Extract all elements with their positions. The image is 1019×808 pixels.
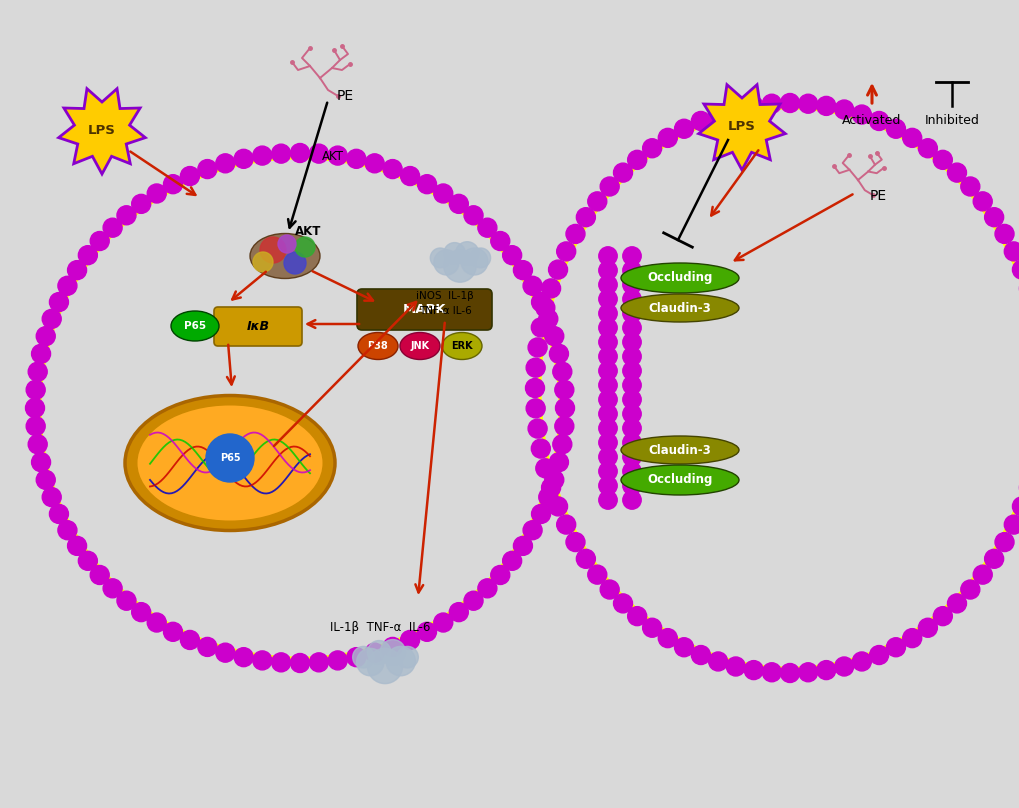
Circle shape bbox=[623, 419, 641, 437]
Text: Activated: Activated bbox=[842, 114, 901, 127]
Circle shape bbox=[525, 378, 544, 398]
Circle shape bbox=[478, 579, 496, 598]
Circle shape bbox=[612, 594, 632, 613]
Circle shape bbox=[1012, 260, 1019, 279]
Text: Occluding: Occluding bbox=[647, 473, 712, 486]
Circle shape bbox=[598, 477, 616, 494]
Text: P38: P38 bbox=[367, 341, 388, 351]
Circle shape bbox=[598, 462, 616, 481]
Circle shape bbox=[587, 565, 606, 584]
Text: PE: PE bbox=[336, 89, 354, 103]
Ellipse shape bbox=[358, 333, 397, 360]
Circle shape bbox=[433, 250, 459, 275]
Circle shape bbox=[528, 338, 546, 357]
Circle shape bbox=[448, 603, 468, 621]
Circle shape bbox=[917, 618, 936, 638]
Circle shape bbox=[623, 318, 641, 337]
Circle shape bbox=[42, 309, 61, 328]
Circle shape bbox=[464, 591, 483, 610]
Circle shape bbox=[283, 252, 306, 274]
Circle shape bbox=[599, 177, 619, 196]
Circle shape bbox=[309, 653, 328, 671]
Circle shape bbox=[216, 154, 234, 173]
Circle shape bbox=[417, 175, 436, 194]
Circle shape bbox=[902, 629, 921, 648]
Circle shape bbox=[744, 96, 762, 116]
Text: AKT: AKT bbox=[322, 149, 343, 162]
Circle shape bbox=[535, 459, 554, 478]
Circle shape bbox=[198, 638, 217, 656]
Circle shape bbox=[198, 159, 217, 179]
Circle shape bbox=[816, 661, 835, 680]
Circle shape bbox=[234, 149, 253, 168]
Circle shape bbox=[691, 646, 709, 664]
Circle shape bbox=[502, 246, 521, 265]
Circle shape bbox=[995, 225, 1013, 243]
Circle shape bbox=[49, 292, 68, 312]
Ellipse shape bbox=[138, 406, 322, 520]
Circle shape bbox=[443, 250, 476, 282]
Circle shape bbox=[623, 290, 641, 309]
Circle shape bbox=[29, 435, 47, 454]
Circle shape bbox=[528, 419, 546, 438]
Circle shape bbox=[869, 112, 888, 130]
Ellipse shape bbox=[621, 436, 739, 464]
Circle shape bbox=[623, 276, 641, 294]
Circle shape bbox=[58, 520, 76, 540]
Circle shape bbox=[642, 618, 661, 638]
Circle shape bbox=[552, 435, 572, 454]
Circle shape bbox=[691, 112, 709, 130]
Circle shape bbox=[471, 248, 490, 267]
Ellipse shape bbox=[621, 294, 739, 322]
Circle shape bbox=[623, 304, 641, 322]
Text: IL-1β  TNF-α  IL-6: IL-1β TNF-α IL-6 bbox=[329, 621, 430, 634]
FancyBboxPatch shape bbox=[357, 289, 491, 330]
Circle shape bbox=[328, 651, 346, 670]
Circle shape bbox=[761, 663, 781, 682]
Circle shape bbox=[623, 477, 641, 494]
Circle shape bbox=[623, 246, 641, 265]
Circle shape bbox=[598, 246, 616, 265]
Circle shape bbox=[972, 565, 991, 584]
Circle shape bbox=[780, 94, 799, 112]
Circle shape bbox=[448, 195, 468, 213]
Circle shape bbox=[37, 470, 55, 490]
Circle shape bbox=[464, 206, 483, 225]
Circle shape bbox=[526, 399, 544, 418]
Circle shape bbox=[67, 537, 87, 555]
Text: LPS: LPS bbox=[88, 124, 116, 137]
Circle shape bbox=[1012, 497, 1019, 516]
Circle shape bbox=[433, 613, 452, 632]
Circle shape bbox=[216, 643, 234, 663]
Circle shape bbox=[555, 398, 574, 418]
Circle shape bbox=[932, 150, 952, 170]
Circle shape bbox=[103, 218, 122, 238]
Circle shape bbox=[180, 166, 200, 186]
Circle shape bbox=[598, 304, 616, 322]
Circle shape bbox=[599, 580, 619, 599]
Circle shape bbox=[744, 661, 762, 680]
Circle shape bbox=[67, 261, 87, 280]
Circle shape bbox=[90, 232, 109, 250]
Circle shape bbox=[490, 232, 510, 250]
Circle shape bbox=[566, 532, 585, 552]
Circle shape bbox=[549, 452, 568, 472]
Circle shape bbox=[461, 248, 487, 275]
Circle shape bbox=[400, 630, 419, 650]
Circle shape bbox=[163, 622, 182, 642]
Circle shape bbox=[623, 490, 641, 509]
Circle shape bbox=[598, 390, 616, 409]
Text: ERK: ERK bbox=[450, 341, 473, 351]
Circle shape bbox=[983, 549, 1003, 568]
Circle shape bbox=[538, 309, 557, 328]
Circle shape bbox=[538, 487, 557, 507]
Text: AKT: AKT bbox=[294, 225, 321, 238]
Circle shape bbox=[78, 246, 97, 265]
Circle shape bbox=[400, 166, 419, 186]
Circle shape bbox=[627, 607, 646, 625]
Circle shape bbox=[25, 398, 45, 418]
Circle shape bbox=[544, 470, 564, 490]
Circle shape bbox=[367, 648, 403, 684]
Circle shape bbox=[623, 376, 641, 394]
